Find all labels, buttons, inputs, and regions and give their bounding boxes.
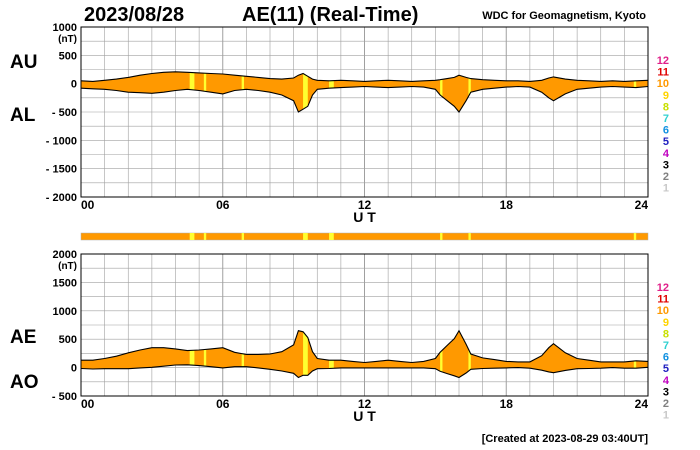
color-key-label: 3 <box>663 159 669 171</box>
x-tick-label: 12 <box>358 397 372 411</box>
au-label: AU <box>10 52 38 73</box>
series-line-au <box>80 71 649 82</box>
color-key-label: 12 <box>657 282 669 294</box>
color-key-label: 7 <box>663 113 669 125</box>
station-count-strip <box>80 232 649 241</box>
y-tick-label: - 1500 <box>46 164 77 176</box>
chart-title: AE(11) (Real-Time) <box>242 4 419 26</box>
color-key-label: 5 <box>663 136 669 148</box>
x-tick-label: 18 <box>500 397 514 411</box>
ao-label: AO <box>10 372 39 393</box>
series-line-ao <box>80 364 649 379</box>
color-key-label: 2 <box>663 171 669 183</box>
x-tick-label: 12 <box>358 198 372 212</box>
series-fill-area <box>81 330 648 378</box>
unit-label: (nT) <box>58 261 77 272</box>
station-strip-highlight <box>329 233 334 240</box>
color-key-label: 8 <box>663 101 669 113</box>
color-key-label: 11 <box>657 294 669 306</box>
station-strip-highlight <box>241 233 245 240</box>
y-tick-label: 500 <box>59 334 77 346</box>
x-tick-label: 24 <box>635 198 649 212</box>
created-timestamp: [Created at 2023-08-29 03:40UT] <box>481 433 648 445</box>
color-key-label: 3 <box>663 386 669 398</box>
station-strip-highlight <box>203 233 207 240</box>
series-line-ae <box>81 329 649 364</box>
station-strip-highlight <box>633 233 637 240</box>
highlight-band <box>189 330 195 378</box>
x-tick-label: 18 <box>500 198 514 212</box>
highlight-band <box>468 71 471 112</box>
x-tick-label: 00 <box>81 198 95 212</box>
x-tick-label: 06 <box>216 198 230 212</box>
color-key-label: 9 <box>663 90 669 102</box>
y-tick-label: 0 <box>71 79 77 91</box>
station-strip-highlight <box>189 233 195 240</box>
plot-frame <box>80 253 649 397</box>
station-strip-highlight <box>468 233 471 240</box>
y-tick-label: 1000 <box>53 22 77 34</box>
color-key-label: 8 <box>663 328 669 340</box>
station-strip-highlight <box>440 233 443 240</box>
color-key-label: 7 <box>663 340 669 352</box>
ae-label: AE <box>10 327 37 348</box>
unit-label: (nT) <box>58 34 77 45</box>
highlight-band <box>440 71 443 112</box>
y-tick-label: - 500 <box>52 391 77 403</box>
x-tick-label: 00 <box>81 397 95 411</box>
color-key-label: 5 <box>663 363 669 375</box>
y-tick-label: 500 <box>59 50 77 62</box>
al-label: AL <box>10 105 36 126</box>
station-strip-highlight <box>303 233 308 240</box>
color-key-label: 4 <box>663 148 670 160</box>
y-tick-label: - 2000 <box>46 192 77 204</box>
color-key-label: 6 <box>663 125 669 137</box>
y-tick-label: 1500 <box>53 277 77 289</box>
color-key-label: 1 <box>663 410 669 422</box>
color-key-label: 9 <box>663 317 669 329</box>
source-label: WDC for Geomagnetism, Kyoto <box>482 10 646 22</box>
highlight-band <box>303 330 308 378</box>
series-line-al <box>80 85 649 113</box>
plot-frame <box>80 26 649 198</box>
color-key-label: 11 <box>657 67 669 79</box>
y-tick-label: - 1000 <box>46 135 77 147</box>
y-tick-label: 1000 <box>53 306 77 318</box>
highlight-band <box>203 330 207 378</box>
color-key-label: 10 <box>657 78 669 90</box>
x-tick-label: 24 <box>635 397 649 411</box>
color-key-label: 4 <box>663 375 670 387</box>
x-tick-label: 06 <box>216 397 230 411</box>
highlight-band <box>440 330 443 378</box>
highlight-band <box>303 71 308 112</box>
x-axis-label: U T <box>353 209 376 225</box>
date-label: 2023/08/28 <box>84 4 185 26</box>
color-key-label: 1 <box>663 183 669 195</box>
y-tick-label: 2000 <box>53 249 77 261</box>
x-axis-label: U T <box>353 408 376 424</box>
highlight-band <box>468 330 471 378</box>
color-key-label: 12 <box>657 55 669 67</box>
color-key-label: 10 <box>657 305 669 317</box>
color-key-label: 6 <box>663 352 669 364</box>
y-tick-label: 0 <box>71 363 77 375</box>
series-fill-area <box>81 71 648 112</box>
color-key-label: 2 <box>663 398 669 410</box>
y-tick-label: - 500 <box>52 107 77 119</box>
